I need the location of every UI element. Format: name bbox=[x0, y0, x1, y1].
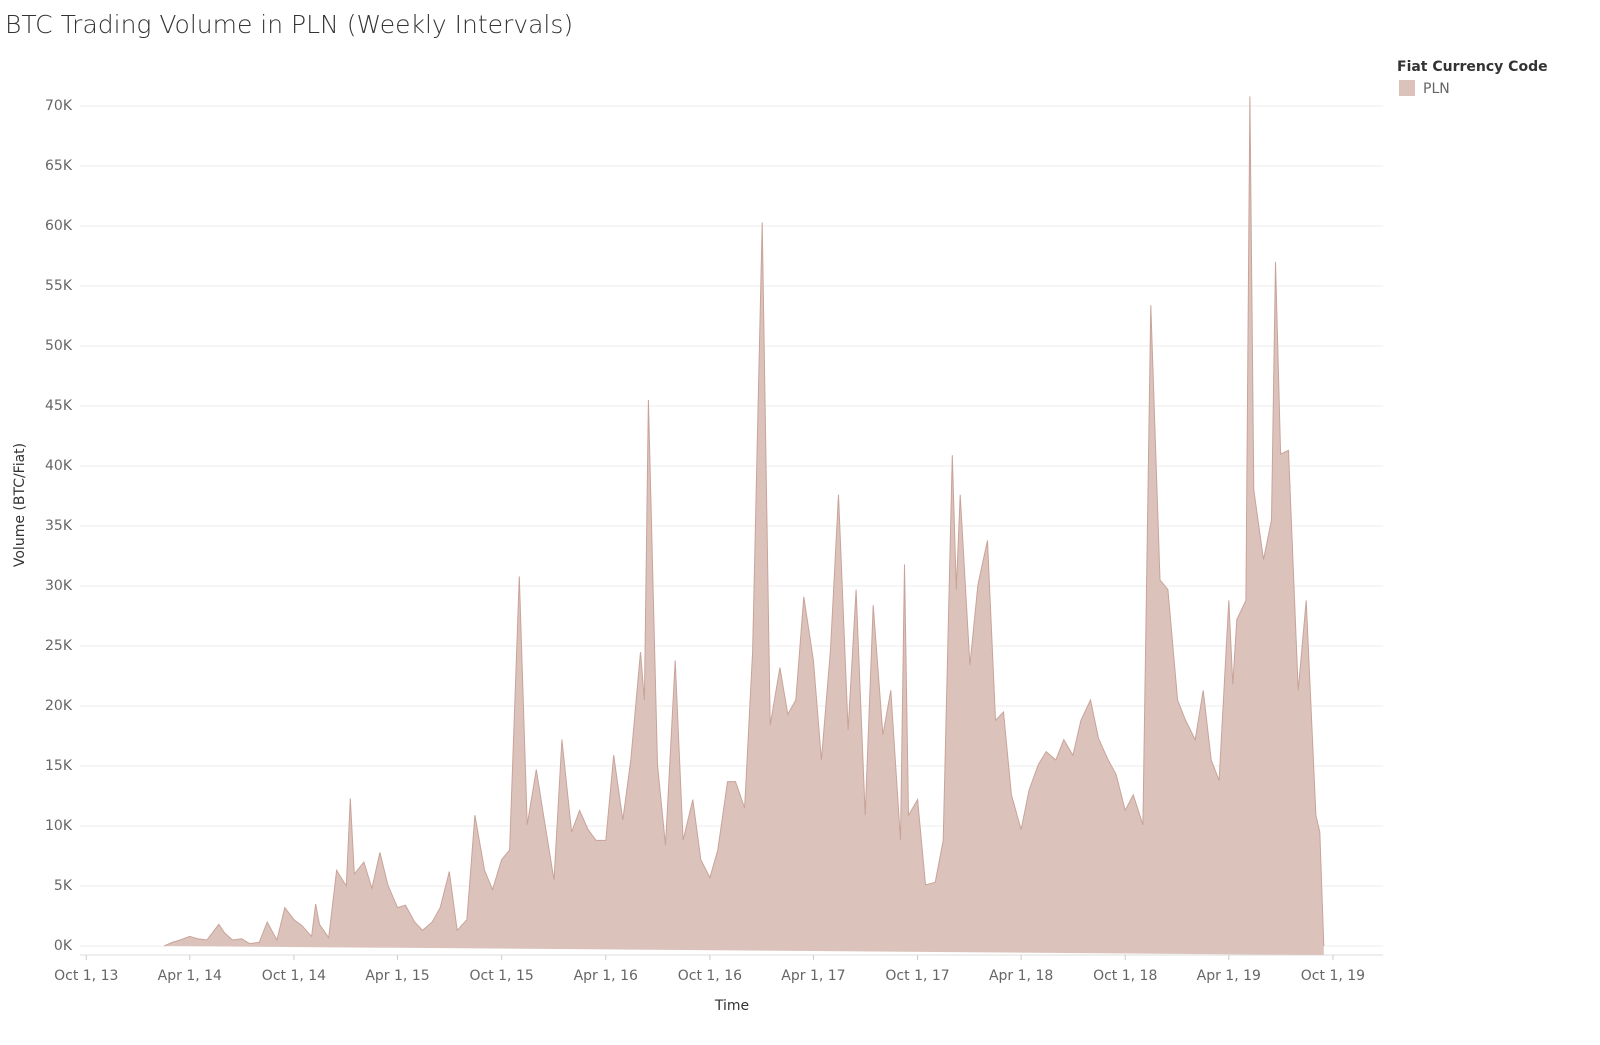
y-tick-label: 15K bbox=[45, 758, 73, 774]
x-tick-label: Apr 1, 14 bbox=[158, 968, 222, 984]
chart-title: BTC Trading Volume in PLN (Weekly Interv… bbox=[5, 10, 573, 39]
x-tick-label: Oct 1, 13 bbox=[54, 968, 118, 984]
y-tick-label: 5K bbox=[54, 878, 73, 894]
y-tick-label: 60K bbox=[45, 218, 73, 234]
y-tick-label: 40K bbox=[45, 458, 73, 474]
area bbox=[164, 96, 1324, 955]
x-tick-label: Apr 1, 19 bbox=[1197, 968, 1261, 984]
y-tick-label: 55K bbox=[45, 278, 73, 294]
area-line bbox=[163, 96, 1325, 947]
y-tick-label: 65K bbox=[45, 158, 73, 174]
y-tick-label: 0K bbox=[54, 938, 73, 954]
y-tick-label: 35K bbox=[45, 518, 73, 534]
y-tick-label: 25K bbox=[45, 638, 73, 654]
x-tick-label: Oct 1, 17 bbox=[885, 968, 949, 984]
x-tick-label: Oct 1, 16 bbox=[678, 968, 742, 984]
legend-swatch bbox=[1399, 80, 1415, 96]
x-tick-label: Oct 1, 15 bbox=[469, 968, 533, 984]
y-tick-label: 45K bbox=[45, 398, 73, 414]
x-tick-label: Apr 1, 17 bbox=[781, 968, 845, 984]
y-tick-label: 10K bbox=[45, 818, 73, 834]
y-tick-label: 70K bbox=[45, 98, 73, 114]
x-tick-label: Apr 1, 15 bbox=[365, 968, 429, 984]
x-tick-label: Apr 1, 18 bbox=[989, 968, 1053, 984]
x-tick-label: Oct 1, 14 bbox=[262, 968, 326, 984]
y-tick-label: 30K bbox=[45, 578, 73, 594]
x-tick-label: Oct 1, 19 bbox=[1301, 968, 1365, 984]
legend-label: PLN bbox=[1423, 81, 1450, 97]
y-axis-title: Volume (BTC/Fiat) bbox=[12, 443, 28, 567]
legend-title: Fiat Currency Code bbox=[1397, 59, 1548, 75]
x-tick-label: Apr 1, 16 bbox=[574, 968, 638, 984]
x-tick-label: Oct 1, 18 bbox=[1093, 968, 1157, 984]
y-tick-label: 20K bbox=[45, 698, 73, 714]
y-tick-label: 50K bbox=[45, 338, 73, 354]
x-axis-title: Time bbox=[714, 998, 749, 1014]
